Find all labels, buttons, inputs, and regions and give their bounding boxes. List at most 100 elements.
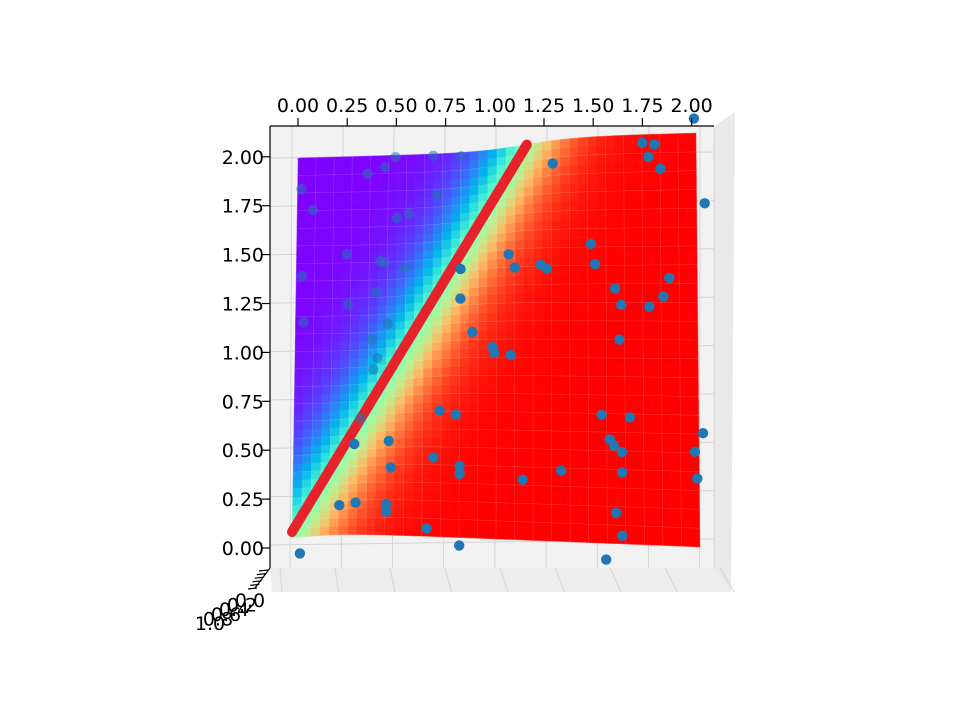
surface-cell: [333, 165, 344, 176]
surface-cell: [404, 352, 415, 363]
surface-cell: [541, 175, 552, 186]
y-tick-label: 2.00: [222, 147, 264, 169]
surface-cell: [643, 423, 654, 434]
surface-cell: [394, 429, 405, 440]
surface-mesh-line: [295, 320, 698, 335]
surface-mesh-line: [294, 375, 699, 387]
surface-cell: [560, 311, 571, 322]
surface-cell: [514, 230, 525, 241]
surface-cell: [405, 285, 415, 296]
surface-cell: [293, 403, 304, 413]
z-tick-label: 0.4: [219, 599, 249, 621]
surface-cell: [687, 254, 698, 266]
surface-cell: [596, 163, 607, 174]
surface-cell: [303, 385, 314, 396]
surface-cell: [677, 179, 688, 191]
surface-cell: [505, 293, 516, 304]
surface-cell: [505, 338, 516, 349]
scatter-point: [334, 500, 345, 511]
surface-cell: [578, 366, 589, 377]
surface-cell: [623, 171, 634, 182]
grid-line-floor: [389, 567, 396, 593]
x-tick-label: 0.00: [277, 95, 319, 117]
surface-cell: [459, 313, 470, 324]
surface-cell: [671, 479, 682, 491]
surface-cell: [651, 227, 661, 238]
surface-cell: [331, 324, 342, 334]
surface-cell: [348, 400, 359, 411]
surface-cell: [440, 446, 451, 457]
surface-cell: [413, 368, 424, 379]
surface-cell: [365, 516, 376, 527]
surface-cell: [671, 461, 682, 472]
surface-cell: [487, 285, 497, 296]
surface-cell: [394, 386, 405, 397]
surface-cell: [440, 366, 451, 377]
surface-cell: [415, 153, 425, 164]
surface-cell: [623, 236, 634, 247]
surface-cell: [440, 491, 451, 502]
surface-cell: [651, 264, 662, 275]
surface-cell: [596, 348, 607, 359]
surface-cell: [305, 227, 316, 238]
surface-cell: [578, 182, 588, 193]
scatter-point: [617, 530, 628, 541]
surface-cell: [624, 283, 634, 294]
surface-cell: [469, 150, 480, 161]
surface-cell: [505, 438, 516, 449]
surface-cell: [532, 320, 543, 331]
surface-cell: [360, 217, 371, 228]
surface-cell: [596, 200, 607, 211]
surface-cell: [347, 525, 358, 536]
surface-cell: [686, 170, 697, 181]
surface-cell: [632, 180, 643, 192]
surface-cell: [330, 385, 341, 395]
surface-cell: [478, 242, 488, 254]
surface-cell: [395, 278, 406, 289]
surface-cell: [514, 420, 525, 431]
surface-cell: [404, 302, 415, 313]
surface-cell: [404, 386, 415, 396]
surface-cell: [597, 440, 608, 452]
surface-cell: [670, 348, 681, 359]
surface-cell: [504, 529, 515, 541]
surface-cell: [569, 440, 580, 451]
surface-cell: [641, 217, 652, 229]
surface-cell: [314, 236, 325, 247]
surface-cell: [496, 311, 507, 322]
surface-cell: [633, 302, 644, 313]
surface-cell: [322, 341, 333, 352]
surface-cell: [301, 462, 313, 473]
surface-cell: [340, 375, 350, 386]
surface-cell: [505, 284, 516, 295]
surface-cell: [606, 450, 617, 461]
surface-cell: [350, 226, 361, 237]
surface-cell: [560, 394, 571, 405]
surface-cell: [569, 467, 580, 479]
y-tick-label: 1.00: [222, 342, 264, 364]
surface-cell: [322, 315, 333, 326]
surface-cell: [625, 478, 636, 489]
surface-cell: [551, 357, 562, 368]
surface-cell: [532, 375, 543, 386]
surface-cell: [504, 520, 515, 531]
surface-cell: [551, 448, 562, 460]
surface-cell: [596, 283, 607, 294]
surface-cell: [414, 284, 425, 296]
surface-cell: [634, 497, 645, 508]
surface-cell: [333, 174, 344, 184]
surface-cell: [532, 512, 543, 523]
surface-cell: [351, 209, 362, 219]
surface-cell: [578, 209, 589, 220]
surface-cell: [449, 428, 460, 439]
surface-cell: [440, 473, 451, 484]
surface-cell: [688, 386, 699, 397]
surface-mesh-line: [292, 499, 700, 510]
surface-cell: [440, 375, 451, 386]
scatter-point: [399, 262, 410, 273]
surface-cell: [523, 402, 534, 413]
surface-cell: [405, 225, 416, 236]
surface-cell: [551, 320, 561, 331]
surface-cell: [292, 496, 303, 506]
surface-cell: [468, 456, 479, 467]
